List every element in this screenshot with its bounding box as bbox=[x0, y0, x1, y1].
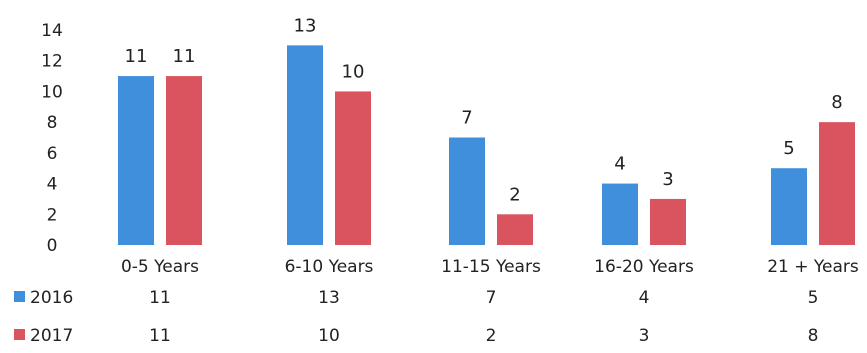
y-tick-label: 2 bbox=[47, 205, 58, 225]
bar-2017-2 bbox=[497, 214, 533, 245]
table-cell-2017-4: 8 bbox=[808, 326, 819, 346]
data-label-2017-4: 8 bbox=[831, 92, 842, 113]
y-tick-label: 4 bbox=[47, 175, 58, 195]
table-cell-2017-2: 2 bbox=[486, 326, 497, 346]
category-label: 16-20 Years bbox=[594, 257, 694, 277]
legend-swatch-2016 bbox=[14, 291, 25, 302]
bars bbox=[118, 45, 855, 245]
legend-label-2017: 2017 bbox=[30, 326, 73, 346]
bar-2016-1 bbox=[287, 45, 323, 245]
y-tick-label: 6 bbox=[47, 144, 58, 164]
data-label-2016-3: 4 bbox=[614, 154, 625, 175]
table-cell-2017-0: 11 bbox=[149, 326, 171, 346]
category-axis: 0-5 Years 6-10 Years 11-15 Years 16-20 Year… bbox=[121, 257, 859, 277]
table-cell-2017-3: 3 bbox=[639, 326, 650, 346]
table-cell-2016-4: 5 bbox=[808, 288, 819, 308]
table-cell-2016-0: 11 bbox=[149, 288, 171, 308]
y-tick-label: 12 bbox=[41, 52, 63, 72]
legend-swatch-2017 bbox=[14, 329, 25, 340]
table-cell-2016-3: 4 bbox=[639, 288, 650, 308]
y-axis: 0 2 4 6 8 10 12 14 bbox=[41, 21, 63, 256]
data-label-2016-2: 7 bbox=[461, 108, 472, 129]
data-label-2017-3: 3 bbox=[662, 169, 673, 190]
category-label: 21 + Years bbox=[767, 257, 859, 277]
table-cell-2016-1: 13 bbox=[318, 288, 340, 308]
bar-2017-3 bbox=[650, 198, 686, 245]
category-label: 11-15 Years bbox=[441, 257, 541, 277]
data-label-2017-0: 11 bbox=[173, 46, 196, 67]
bar-2017-1 bbox=[335, 91, 371, 245]
table-cell-2016-2: 7 bbox=[486, 288, 497, 308]
data-label-2016-0: 11 bbox=[125, 46, 148, 67]
data-label-2016-4: 5 bbox=[783, 138, 794, 159]
y-tick-label: 10 bbox=[41, 82, 63, 102]
table-cell-2017-1: 10 bbox=[318, 326, 340, 346]
data-label-2017-1: 10 bbox=[342, 61, 365, 82]
category-label: 6-10 Years bbox=[285, 257, 374, 277]
bar-2017-0 bbox=[166, 76, 202, 245]
data-table: 2016 11 13 7 4 5 2017 11 10 2 3 8 bbox=[14, 288, 818, 346]
data-labels: 11 11 13 10 7 2 4 3 5 8 bbox=[125, 15, 843, 205]
category-label: 0-5 Years bbox=[121, 257, 199, 277]
legend-label-2016: 2016 bbox=[30, 288, 73, 308]
bar-2016-4 bbox=[771, 168, 807, 245]
bar-2016-0 bbox=[118, 76, 154, 245]
data-label-2016-1: 13 bbox=[294, 15, 317, 36]
bar-2017-4 bbox=[819, 122, 855, 245]
bar-2016-3 bbox=[602, 183, 638, 245]
y-tick-label: 14 bbox=[41, 21, 63, 41]
data-label-2017-2: 2 bbox=[509, 184, 520, 205]
bar-2016-2 bbox=[449, 137, 485, 245]
y-tick-label: 8 bbox=[47, 113, 58, 133]
y-tick-label: 0 bbox=[47, 236, 58, 256]
